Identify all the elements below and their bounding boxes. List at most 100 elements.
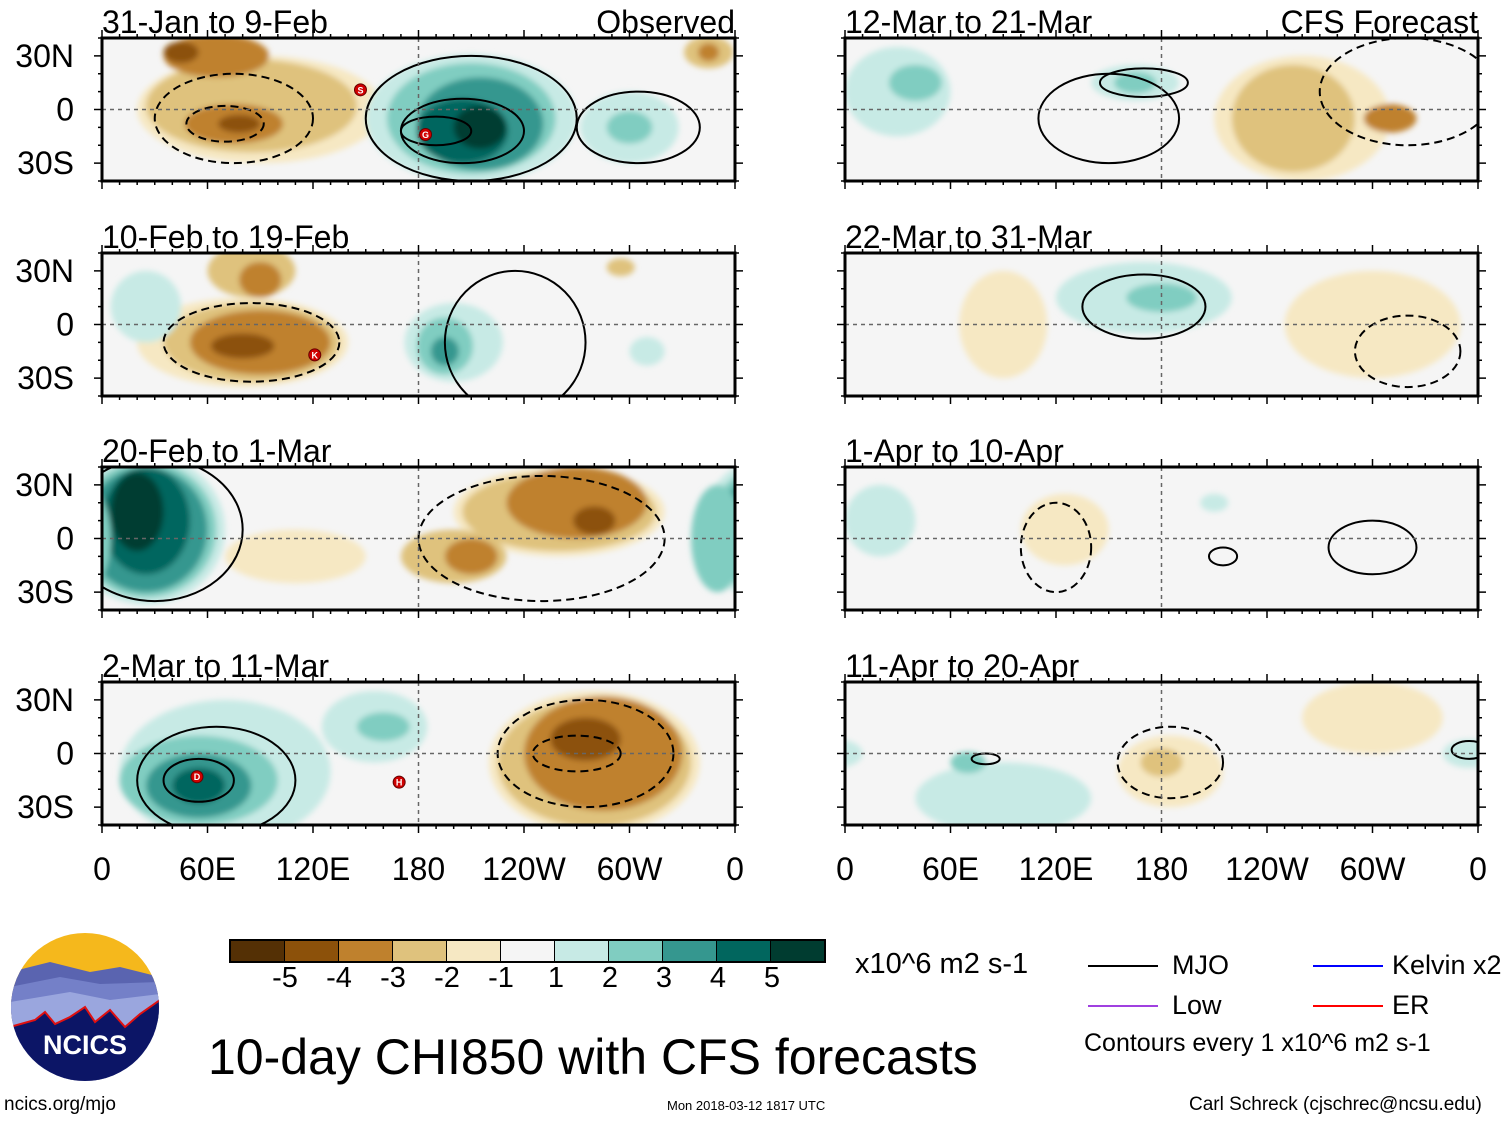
mjo-contour-positive [1081,273,1207,340]
colorbar-swatch [447,941,501,961]
lat-tick-label: 30N [15,467,74,503]
map-panels: S G 31-Jan to 9-Feb Observed 30N 0 30S K 10-Feb … [15,4,1487,887]
tropical-storm-icon: D [190,770,204,784]
panel-title: 31-Jan to 9-Feb [102,4,328,40]
mjo-contour-positive [136,725,297,825]
anomaly-region [606,258,635,277]
legend-low-line [1088,1005,1158,1007]
lon-tick-label: 0 [836,851,854,887]
colorbar-tick-label: 1 [547,962,565,994]
panel-title: 2-Mar to 11-Mar [102,648,329,684]
colorbar-tick-label: -4 [326,962,352,994]
anomaly-region [950,751,986,774]
tropical-storm-icon: S [353,83,367,97]
map-panel: D H 2-Mar to 11-Mar 30N 0 30S 0 60E 120E 180 120W 6… [15,648,744,887]
mjo-contour-positive [1098,67,1189,98]
lon-tick-label: 0 [93,851,111,887]
colorbar-swatch [231,941,285,961]
colorbar-tick-label: 5 [763,962,781,994]
anomaly-region [218,114,261,133]
mjo-contour-positive [1327,519,1418,576]
anomaly-region [211,333,275,359]
column-label: CFS Forecast [1281,4,1478,40]
anomaly-region [163,41,199,64]
map-panel: S G 31-Jan to 9-Feb Observed 30N 0 30S [15,4,743,189]
panel-title: 1-Apr to 10-Apr [845,433,1064,469]
anomaly-region [1442,739,1478,768]
tropical-storm-icon: K [308,348,322,362]
anomaly-region [915,762,1092,825]
anomaly-region [629,337,665,366]
colorbar-swatch [663,941,717,961]
anomaly-region [102,498,111,579]
lon-tick-label: 60E [179,851,236,887]
colorbar-tick-label: -1 [488,962,514,994]
tropical-storm-icon: G [419,128,433,142]
lon-tick-label: 180 [392,851,445,887]
colorbar-swatch [285,941,339,961]
legend-er-line [1313,1005,1383,1007]
legend-kelvin-label: Kelvin x2 [1392,950,1502,980]
site-link[interactable]: ncics.org/mjo [4,1094,116,1115]
contour-note: Contours every 1 x10^6 m2 s-1 [1084,1029,1431,1057]
colorbar-tick-label: 2 [601,962,619,994]
map-panel: 1-Apr to 10-Apr [837,433,1486,618]
anomaly-region [1114,71,1157,94]
anomaly-region [550,717,621,761]
anomaly-region [1020,493,1109,566]
anomaly-region [698,43,720,62]
lon-tick-label: 0 [1469,851,1487,887]
colorbar-tick-label: -5 [272,962,298,994]
mjo-contour-positive [399,115,473,147]
mjo-contour-positive [575,90,701,165]
units-label: x10^6 m2 s-1 [855,948,1029,980]
lon-tick-label: 60W [597,851,664,887]
mjo-contour-positive [364,54,578,181]
lat-tick-label: 30S [17,789,74,825]
panel-title: 20-Feb to 1-Mar [102,433,332,469]
lon-tick-label: 60E [922,851,979,887]
colorbar-tick-label: 4 [709,962,727,994]
mjo-contour-negative [1353,314,1462,389]
lon-tick-label: 60W [1340,851,1407,887]
lon-tick-label: 180 [1135,851,1188,887]
mjo-contour-negative [162,302,341,383]
anomaly-region [1302,682,1443,754]
anomaly-region [1363,104,1417,133]
anomaly-region [1200,493,1229,512]
mjo-contour-positive [1207,546,1239,567]
mjo-contour-negative [1116,725,1225,800]
anomaly-region [1231,64,1355,173]
storm-label: H [396,778,403,788]
colorbar-swatch [555,941,609,961]
mjo-contour-negative [1318,38,1478,147]
lat-tick-label: 30S [17,360,74,396]
logo-text: NCICS [43,1030,127,1060]
anomaly-region [573,506,616,535]
anomaly-region [444,538,498,575]
colorbar-tick-label: 3 [655,962,673,994]
lon-tick-label: 0 [726,851,744,887]
lon-tick-label: 120E [1019,851,1094,887]
mjo-contour-positive [102,467,244,603]
storm-label: S [357,85,363,95]
anomaly-region [845,484,916,557]
map-panel: 11-Apr to 20-Apr 0 60E 120E 180 120W 60W 0 [836,648,1487,887]
anomaly-region [110,270,182,343]
lat-tick-label: 0 [56,736,74,772]
anomaly-region [239,261,282,298]
chart-title: 10-day CHI850 with CFS forecasts [208,1029,978,1085]
anomaly-region [172,767,226,804]
anomaly-region [959,270,1048,379]
mjo-contour-positive [443,269,587,396]
lat-tick-label: 0 [56,521,74,557]
lat-tick-label: 30N [15,682,74,718]
column-label: Observed [596,4,735,40]
map-panel: 20-Feb to 1-Mar 30N 0 30S [15,433,743,618]
lat-tick-label: 30S [17,145,74,181]
legend-mjo-label: MJO [1172,950,1229,980]
panel-title: 12-Mar to 21-Mar [845,4,1093,40]
credit: Carl Schreck (cjschrec@ncsu.edu) [1189,1094,1482,1115]
storm-label: D [194,772,201,782]
anomaly-region [606,111,653,144]
